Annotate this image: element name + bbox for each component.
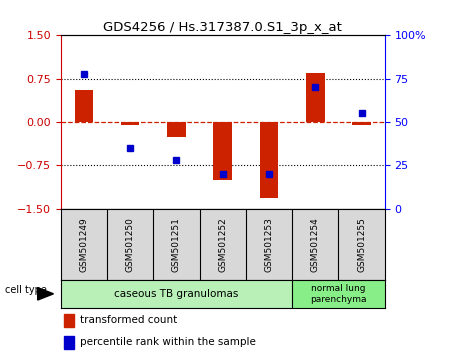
Bar [213, 122, 232, 180]
Title: GDS4256 / Hs.317387.0.S1_3p_x_at: GDS4256 / Hs.317387.0.S1_3p_x_at [104, 21, 342, 34]
Bar [352, 122, 371, 125]
Bar [75, 90, 93, 122]
Text: GSM501251: GSM501251 [172, 217, 181, 272]
Text: cell type: cell type [5, 285, 47, 296]
Bar [121, 122, 140, 125]
Bar [260, 122, 278, 199]
Bar [64, 336, 74, 349]
Polygon shape [38, 287, 54, 300]
Text: percentile rank within the sample: percentile rank within the sample [80, 337, 256, 348]
Text: GSM501252: GSM501252 [218, 217, 227, 272]
Text: caseous TB granulomas: caseous TB granulomas [114, 289, 238, 299]
Text: GSM501253: GSM501253 [265, 217, 274, 272]
Text: GSM501250: GSM501250 [126, 217, 135, 272]
Text: GSM501249: GSM501249 [79, 217, 88, 272]
Text: transformed count: transformed count [80, 315, 177, 325]
Text: normal lung
parenchyma: normal lung parenchyma [310, 284, 367, 303]
Text: GSM501255: GSM501255 [357, 217, 366, 272]
Text: GSM501254: GSM501254 [311, 217, 320, 272]
Bar [306, 73, 324, 122]
Bar [64, 314, 74, 327]
Bar [167, 122, 186, 137]
Bar [61, 280, 292, 308]
Bar [292, 280, 385, 308]
